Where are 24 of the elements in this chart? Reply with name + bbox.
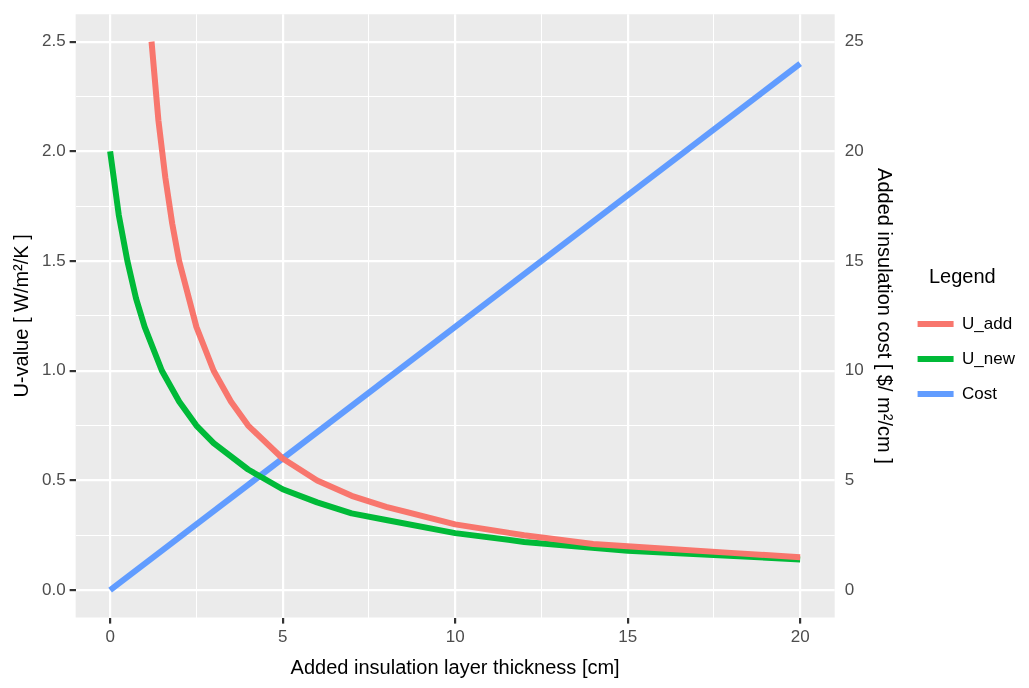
legend-label: Cost <box>962 383 998 403</box>
y2-tick-label: 10 <box>844 360 864 380</box>
x-tick-label: 15 <box>618 627 638 647</box>
y2-tick-label: 25 <box>844 31 864 51</box>
y-tick-label: 2.5 <box>41 31 66 51</box>
y2-tick-label: 0 <box>844 579 855 599</box>
x-tick-label: 20 <box>790 627 810 647</box>
y-tick-label: 0.5 <box>41 470 66 490</box>
x-tick-label: 5 <box>277 627 288 647</box>
legend-label: U_new <box>962 348 1016 368</box>
x-axis-title: Added insulation layer thickness [cm] <box>290 655 620 678</box>
y2-tick-label: 15 <box>844 250 864 270</box>
y-tick-label: 1.5 <box>41 250 66 270</box>
y-tick-label: 2.0 <box>41 141 66 161</box>
y2-tick-label: 5 <box>844 470 855 490</box>
legend-title: Legend <box>928 265 996 288</box>
y-axis-title: U-value [ W/m²/K ] <box>9 234 32 398</box>
y-tick-label: 1.0 <box>41 360 66 380</box>
x-tick-label: 0 <box>105 627 115 647</box>
y2-tick-label: 20 <box>844 141 864 161</box>
y-tick-label: 0.0 <box>41 579 66 599</box>
y2-axis-title: Added insulation cost [ $/ m²/cm ] <box>874 168 897 464</box>
x-tick-label: 10 <box>445 627 465 647</box>
legend-label: U_add <box>962 313 1013 333</box>
